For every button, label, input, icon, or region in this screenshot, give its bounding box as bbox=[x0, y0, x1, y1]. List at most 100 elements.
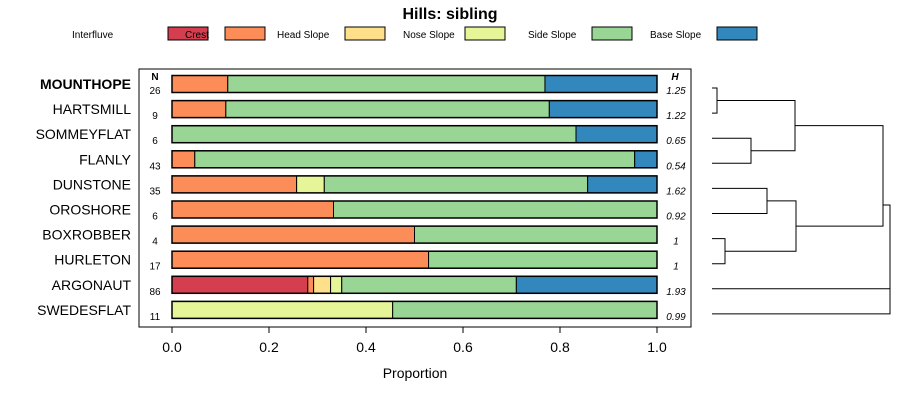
bar-oroshore-crest bbox=[171, 200, 335, 219]
bar-hartsmill-base-slope bbox=[548, 100, 658, 119]
h-value-boxrobber: 1 bbox=[673, 237, 679, 248]
category-labels: MOUNTHOPE HARTSMILL SOMMEYFLAT FLANLY DUNSTO… bbox=[36, 76, 132, 318]
category-label-oroshore: OROSHORE bbox=[49, 202, 131, 218]
legend-swatch-nose-slope bbox=[464, 26, 506, 41]
n-value-swedesflat: 11 bbox=[150, 312, 161, 323]
plot-area: N H bbox=[138, 68, 692, 328]
bar-outline-flanly bbox=[171, 150, 658, 169]
legend-swatch-side-slope bbox=[591, 26, 633, 41]
bar-argonaut-interfluve bbox=[171, 275, 309, 294]
category-label-mounthope: MOUNTHOPE bbox=[40, 76, 131, 92]
x-tick-label-2: 0.4 bbox=[356, 339, 376, 355]
bar-dunstone-side-slope bbox=[323, 175, 589, 194]
dendrogram-branch-0 bbox=[712, 87, 718, 114]
legend-label-head-slope: Head Slope bbox=[277, 30, 330, 41]
bar-flanly-side-slope bbox=[194, 150, 636, 169]
dendrogram-branch-6 bbox=[795, 125, 884, 227]
bar-flanly-base-slope bbox=[634, 150, 658, 169]
n-value-flanly: 43 bbox=[149, 161, 161, 172]
bar-argonaut-nose-slope bbox=[330, 275, 343, 294]
x-tick-label-0: 0.0 bbox=[162, 339, 182, 355]
n-value-sommeyflat: 6 bbox=[152, 136, 158, 147]
bar-dunstone-nose-slope bbox=[296, 175, 325, 194]
legend-label-base-slope: Base Slope bbox=[650, 30, 702, 41]
x-tick-label-4: 0.8 bbox=[550, 339, 570, 355]
x-tick-label-3: 0.6 bbox=[453, 339, 473, 355]
dendrogram-branch-8 bbox=[883, 204, 891, 289]
n-value-hurleton: 17 bbox=[149, 262, 161, 273]
n-value-hartsmill: 9 bbox=[152, 111, 158, 122]
bar-dunstone-crest bbox=[171, 175, 298, 194]
x-tick-label-5: 1.0 bbox=[647, 339, 667, 355]
bar-hartsmill-crest bbox=[171, 100, 227, 119]
h-value-argonaut: 1.93 bbox=[666, 287, 686, 298]
bar-mounthope-crest bbox=[171, 75, 229, 93]
bar-outline-boxrobber bbox=[171, 225, 658, 244]
bar-flanly-crest bbox=[171, 150, 196, 169]
h-column-header: H bbox=[671, 72, 679, 83]
bar-sommeyflat-base-slope bbox=[575, 125, 658, 144]
bar-mounthope-base-slope bbox=[544, 75, 658, 93]
bar-outline-mounthope bbox=[171, 74, 658, 94]
bar-argonaut-base-slope bbox=[515, 275, 658, 294]
bar-outline-argonaut bbox=[171, 275, 658, 295]
legend-swatch-head-slope bbox=[344, 26, 386, 41]
bar-outline-dunstone bbox=[171, 175, 658, 194]
n-value-mounthope: 26 bbox=[149, 86, 161, 97]
dendrogram-branch-1 bbox=[712, 137, 752, 164]
bar-oroshore-side-slope bbox=[333, 200, 658, 219]
bar-swedesflat-side-slope bbox=[392, 300, 658, 319]
bar-swedesflat-nose-slope bbox=[171, 300, 394, 319]
dendrogram bbox=[712, 87, 891, 315]
legend-label-interfluve: Interfluve bbox=[72, 30, 114, 41]
category-label-hurleton: HURLETON bbox=[54, 252, 131, 268]
legend-label-crest: Crest bbox=[185, 30, 209, 41]
bar-boxrobber-crest bbox=[171, 225, 415, 244]
plot-frame bbox=[138, 68, 692, 328]
bar-hurleton-crest bbox=[171, 250, 430, 269]
n-value-boxrobber: 4 bbox=[152, 237, 158, 248]
bar-hurleton-side-slope bbox=[428, 250, 658, 269]
legend-swatch-crest bbox=[224, 26, 266, 41]
legend-label-nose-slope: Nose Slope bbox=[403, 30, 455, 41]
category-label-flanly: FLANLY bbox=[79, 151, 132, 167]
bars bbox=[171, 74, 658, 320]
legend-swatch-interfluve bbox=[167, 26, 209, 41]
dendrogram-branch-2 bbox=[717, 100, 796, 152]
h-value-hurleton: 1 bbox=[673, 262, 679, 273]
h-value-oroshore: 0.92 bbox=[666, 212, 686, 223]
h-value-mounthope: 1.25 bbox=[666, 86, 686, 97]
dendrogram-branch-5 bbox=[725, 200, 797, 252]
dendrogram-branch-4 bbox=[712, 238, 726, 265]
bar-hartsmill-side-slope bbox=[225, 100, 550, 119]
bar-mounthope-side-slope bbox=[227, 75, 546, 93]
category-label-hartsmill: HARTSMILL bbox=[53, 101, 132, 117]
x-axis: 0.0 0.2 0.4 0.6 0.8 1.0 bbox=[162, 327, 667, 355]
h-value-flanly: 0.54 bbox=[666, 161, 686, 172]
h-value-hartsmill: 1.22 bbox=[666, 111, 686, 122]
bar-argonaut-crest bbox=[307, 275, 315, 294]
row-annotations: 26 1.25 9 1.22 6 0.65 43 0.54 35 1.62 6 0.92 4 1 17 1 86… bbox=[149, 86, 686, 323]
dendrogram-branch-3 bbox=[712, 187, 768, 214]
bar-outline-sommeyflat bbox=[171, 124, 658, 144]
h-value-swedesflat: 0.99 bbox=[666, 312, 686, 323]
bar-outline-hartsmill bbox=[171, 99, 658, 119]
h-value-sommeyflat: 0.65 bbox=[666, 136, 686, 147]
category-label-boxrobber: BOXROBBER bbox=[42, 227, 131, 243]
bar-outline-swedesflat bbox=[171, 300, 658, 320]
x-tick-label-1: 0.2 bbox=[259, 339, 279, 355]
bar-argonaut-side-slope bbox=[341, 275, 517, 294]
legend-label-side-slope: Side Slope bbox=[528, 30, 577, 41]
category-label-sommeyflat: SOMMEYFLAT bbox=[36, 126, 132, 142]
category-label-swedesflat: SWEDESFLAT bbox=[37, 302, 131, 318]
bar-sommeyflat-side-slope bbox=[171, 125, 577, 144]
n-column-header: N bbox=[151, 72, 158, 83]
h-value-dunstone: 1.62 bbox=[666, 186, 686, 197]
bar-dunstone-base-slope bbox=[587, 175, 658, 194]
bar-outline-hurleton bbox=[171, 250, 658, 269]
n-value-dunstone: 35 bbox=[149, 186, 161, 197]
bar-argonaut-head-slope bbox=[313, 275, 332, 294]
x-axis-label: Proportion bbox=[383, 365, 448, 381]
legend-swatch-base-slope bbox=[716, 26, 758, 41]
